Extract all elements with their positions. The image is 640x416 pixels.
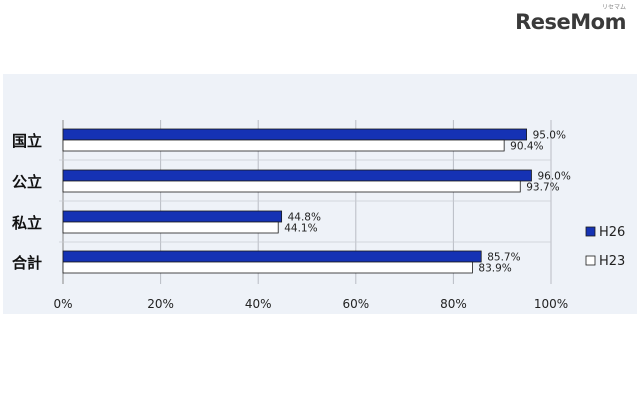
data-label: 44.8%	[288, 212, 321, 224]
category-label: 合計	[11, 254, 42, 272]
bar-h23	[62, 221, 279, 234]
data-label: 96.0%	[537, 171, 570, 183]
chart-panel	[3, 74, 637, 314]
legend-swatch	[585, 255, 596, 266]
x-tick-label: 60%	[342, 297, 369, 311]
data-label: 95.0%	[533, 130, 566, 142]
data-label: 90.4%	[510, 141, 543, 153]
legend-label: H26	[599, 225, 625, 240]
bar-h26	[62, 169, 532, 182]
logo-ruby-text: リセマム	[601, 4, 626, 11]
legend-label: H23	[599, 254, 625, 269]
x-tick-label: 0%	[53, 297, 72, 311]
x-tick-label: 20%	[147, 297, 174, 311]
bar-h23	[62, 261, 473, 274]
bar-h23	[62, 180, 521, 193]
category-label: 国立	[12, 132, 42, 150]
data-label: 44.1%	[284, 223, 317, 235]
bar-h23	[62, 139, 505, 152]
category-label: 私立	[11, 214, 42, 232]
bar-h26	[62, 250, 482, 263]
data-label: 93.7%	[526, 182, 559, 194]
x-tick-label: 40%	[245, 297, 272, 311]
data-label: 85.7%	[487, 252, 520, 264]
data-label: 83.9%	[478, 263, 511, 275]
legend-swatch	[585, 226, 596, 237]
logo-text: ReseMom	[515, 10, 626, 34]
category-label: 公立	[12, 173, 42, 191]
bar-h26	[62, 128, 528, 141]
x-tick-label: 80%	[440, 297, 467, 311]
bar-h26	[62, 210, 283, 223]
resemom-logo: リセマム ReseMom	[515, 4, 626, 34]
x-tick-label: 100%	[534, 297, 568, 311]
